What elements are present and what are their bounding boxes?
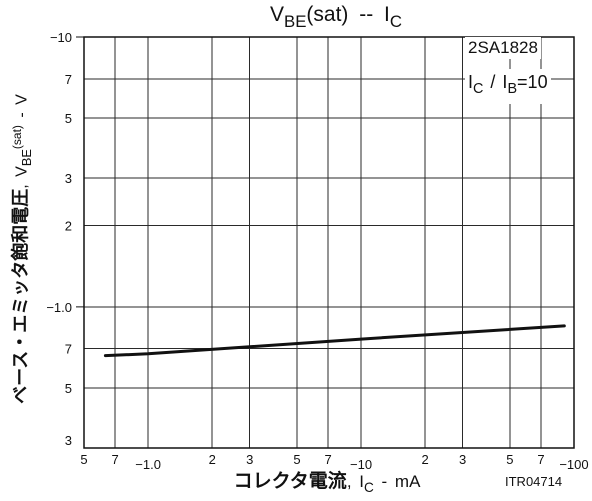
y-tick-label: 2 — [65, 219, 72, 234]
y-tick-label: 5 — [65, 111, 72, 126]
vbe-sat-curve — [103, 324, 566, 358]
y-axis-label-subscript: BE — [18, 149, 34, 167]
plot-frame — [83, 36, 575, 449]
y-tick-label: 7 — [65, 72, 72, 87]
x-axis-label: コレクタ電流, IC - mA — [177, 469, 477, 501]
x-tick-label: 5 — [80, 452, 87, 467]
x-tick-label: 3 — [459, 452, 466, 467]
y-axis-label-jp: ベース・エミッタ飽和電圧 — [10, 188, 31, 404]
y-axis-label-unit: - V — [13, 94, 31, 126]
x-axis-label-jp: コレクタ電流 — [233, 471, 347, 492]
y-tick-label: −10 — [50, 30, 72, 45]
chart-title: VBE(sat) -- IC — [216, 1, 456, 36]
title-part: (sat) -- I — [306, 3, 390, 26]
x-tick-label: 7 — [324, 452, 331, 467]
condition-part: =10 — [517, 72, 548, 92]
title-part: V — [269, 3, 284, 26]
y-axis-label-part: , V — [13, 166, 31, 189]
y-tick-label: 3 — [65, 171, 72, 186]
title-subscript: BE — [284, 11, 307, 31]
x-tick-label: 3 — [246, 452, 253, 467]
title-subscript: C — [389, 11, 403, 31]
figure-code: ITR04714 — [505, 474, 563, 489]
y-tick-label: 5 — [65, 381, 72, 396]
y-axis-label: ベース・エミッタ飽和電圧, VBE(sat) - V — [4, 49, 34, 449]
x-tick-label: −100 — [559, 457, 588, 472]
x-tick-label: 7 — [537, 452, 544, 467]
condition-subscript: C — [473, 81, 484, 98]
x-tick-label: 5 — [506, 452, 513, 467]
x-tick-label: 7 — [112, 452, 119, 467]
x-axis-label-subscript: C — [363, 479, 374, 495]
x-tick-label: 2 — [422, 452, 429, 467]
condition-label: IC / IB=10 — [465, 69, 551, 105]
y-tick-label: −1.0 — [46, 300, 72, 315]
x-axis-label-unit: - mA — [373, 472, 421, 491]
y-tick-label: 3 — [65, 433, 72, 448]
condition-part: / I — [483, 72, 508, 92]
series-layer — [103, 324, 566, 358]
y-axis-label-superscript: (sat) — [10, 125, 24, 150]
x-axis-label-part: , I — [346, 472, 364, 491]
part-number-label: 2SA1828 — [465, 37, 541, 59]
y-tick-label: 7 — [65, 342, 72, 357]
condition-subscript: B — [507, 81, 518, 98]
condition-part: I — [468, 72, 474, 92]
x-tick-label: 2 — [209, 452, 216, 467]
x-tick-label: 5 — [293, 452, 300, 467]
x-tick-label: −1.0 — [135, 457, 161, 472]
x-tick-label: −10 — [350, 457, 372, 472]
